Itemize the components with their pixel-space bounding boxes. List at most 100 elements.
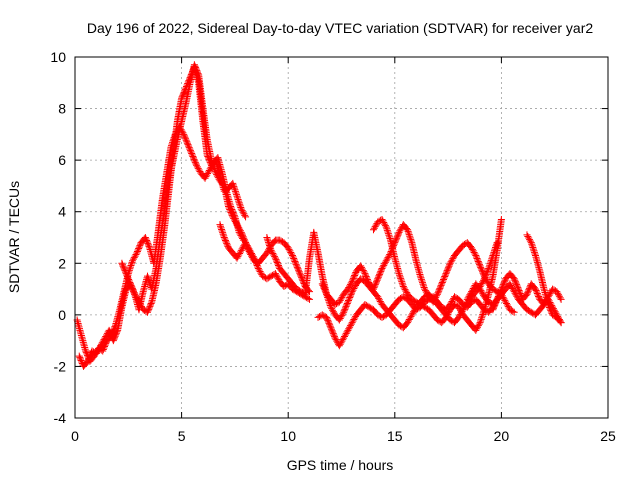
data-point: [399, 293, 407, 301]
data-point: [193, 161, 201, 169]
data-point: [143, 272, 151, 280]
data-point: [107, 331, 115, 339]
data-point: [450, 293, 458, 301]
data-point: [468, 286, 476, 294]
data-point: [347, 320, 355, 328]
data-point: [120, 264, 128, 272]
data-point: [529, 243, 537, 251]
data-point: [273, 257, 281, 265]
data-point: [134, 246, 142, 254]
data-point: [231, 186, 239, 194]
data-point: [206, 165, 214, 173]
data-point: [477, 263, 485, 271]
data-point: [119, 261, 127, 269]
y-tick-label: 4: [58, 204, 66, 220]
data-point: [184, 80, 192, 88]
data-point: [333, 300, 341, 308]
data-point: [393, 233, 401, 241]
data-point: [183, 139, 191, 147]
data-point: [247, 251, 255, 259]
x-tick-label: 20: [494, 428, 510, 444]
data-point: [136, 300, 144, 308]
data-point: [102, 340, 110, 348]
x-axis-ticks: 0 5 10 15 20 25: [71, 57, 616, 444]
data-point: [130, 289, 138, 297]
data-point: [438, 280, 446, 288]
data-point: [448, 256, 456, 264]
data-point: [340, 334, 348, 342]
data-point: [398, 278, 406, 286]
data-point: [110, 324, 118, 332]
y-tick-label: 8: [58, 101, 66, 117]
data-point: [528, 242, 536, 250]
data-point: [266, 243, 274, 251]
data-point: [276, 236, 284, 244]
data-point: [348, 319, 356, 327]
data-point: [422, 287, 430, 295]
data-point: [204, 152, 212, 160]
data-point: [415, 300, 423, 308]
data-point: [524, 307, 532, 315]
data-point: [384, 254, 392, 262]
data-point: [474, 257, 482, 265]
data-point: [396, 273, 404, 281]
data-point: [295, 268, 303, 276]
data-point: [549, 311, 557, 319]
y-tick-label: 6: [58, 152, 66, 168]
data-point: [469, 247, 477, 255]
data-point: [471, 250, 479, 258]
data-point: [146, 302, 154, 310]
data-point: [513, 282, 521, 290]
data-point: [236, 249, 244, 257]
data-point: [323, 290, 331, 298]
data-point: [232, 191, 240, 199]
data-point: [349, 286, 357, 294]
data-point: [498, 292, 506, 300]
data-point: [546, 305, 554, 313]
data-point: [490, 286, 498, 294]
series-arc-8: [369, 215, 505, 334]
data-point: [549, 285, 557, 293]
data-point: [348, 289, 356, 297]
data-point: [180, 130, 188, 138]
data-point: [205, 166, 213, 174]
data-point: [182, 136, 190, 144]
data-point: [204, 154, 212, 162]
data-point: [501, 296, 509, 304]
data-point: [330, 331, 338, 339]
data-point: [219, 230, 227, 238]
data-point: [219, 229, 227, 237]
data-point: [290, 254, 298, 262]
data-point: [132, 292, 140, 300]
data-point: [416, 301, 424, 309]
data-point: [477, 315, 485, 323]
data-point: [125, 275, 133, 283]
data-point: [245, 246, 253, 254]
data-point: [364, 302, 372, 310]
data-point: [181, 87, 189, 95]
data-point: [329, 306, 337, 314]
data-point: [502, 298, 510, 306]
data-point: [439, 277, 447, 285]
series-arc-3: [118, 63, 250, 316]
data-point: [556, 294, 564, 302]
data-point: [524, 232, 532, 240]
data-point: [182, 135, 190, 143]
data-point: [327, 303, 335, 311]
data-point: [512, 279, 520, 287]
x-tick-label: 5: [178, 428, 186, 444]
data-point: [405, 229, 413, 237]
data-point: [329, 330, 337, 338]
data-point: [406, 314, 414, 322]
data-point: [182, 84, 190, 92]
data-point: [346, 292, 354, 300]
data-point: [230, 211, 238, 219]
x-tick-label: 0: [71, 428, 79, 444]
data-point: [293, 285, 301, 293]
data-point: [377, 266, 385, 274]
data-point: [327, 324, 335, 332]
data-point: [473, 254, 481, 262]
data-point: [407, 235, 415, 243]
data-point: [280, 282, 288, 290]
data-point: [446, 259, 454, 267]
